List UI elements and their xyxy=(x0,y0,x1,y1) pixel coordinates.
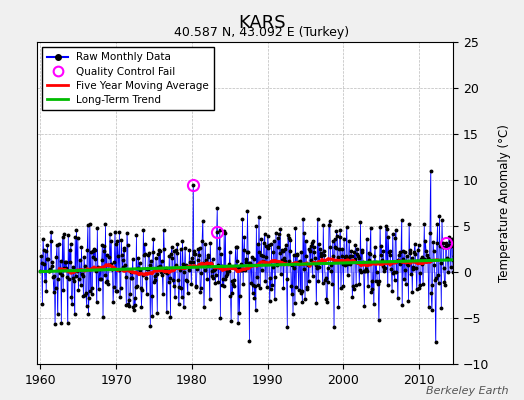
Text: Berkeley Earth: Berkeley Earth xyxy=(426,386,508,396)
Text: 40.587 N, 43.092 E (Turkey): 40.587 N, 43.092 E (Turkey) xyxy=(174,26,350,39)
Text: KARS: KARS xyxy=(238,14,286,32)
Legend: Raw Monthly Data, Quality Control Fail, Five Year Moving Average, Long-Term Tren: Raw Monthly Data, Quality Control Fail, … xyxy=(42,47,214,110)
Y-axis label: Temperature Anomaly (°C): Temperature Anomaly (°C) xyxy=(498,124,511,282)
